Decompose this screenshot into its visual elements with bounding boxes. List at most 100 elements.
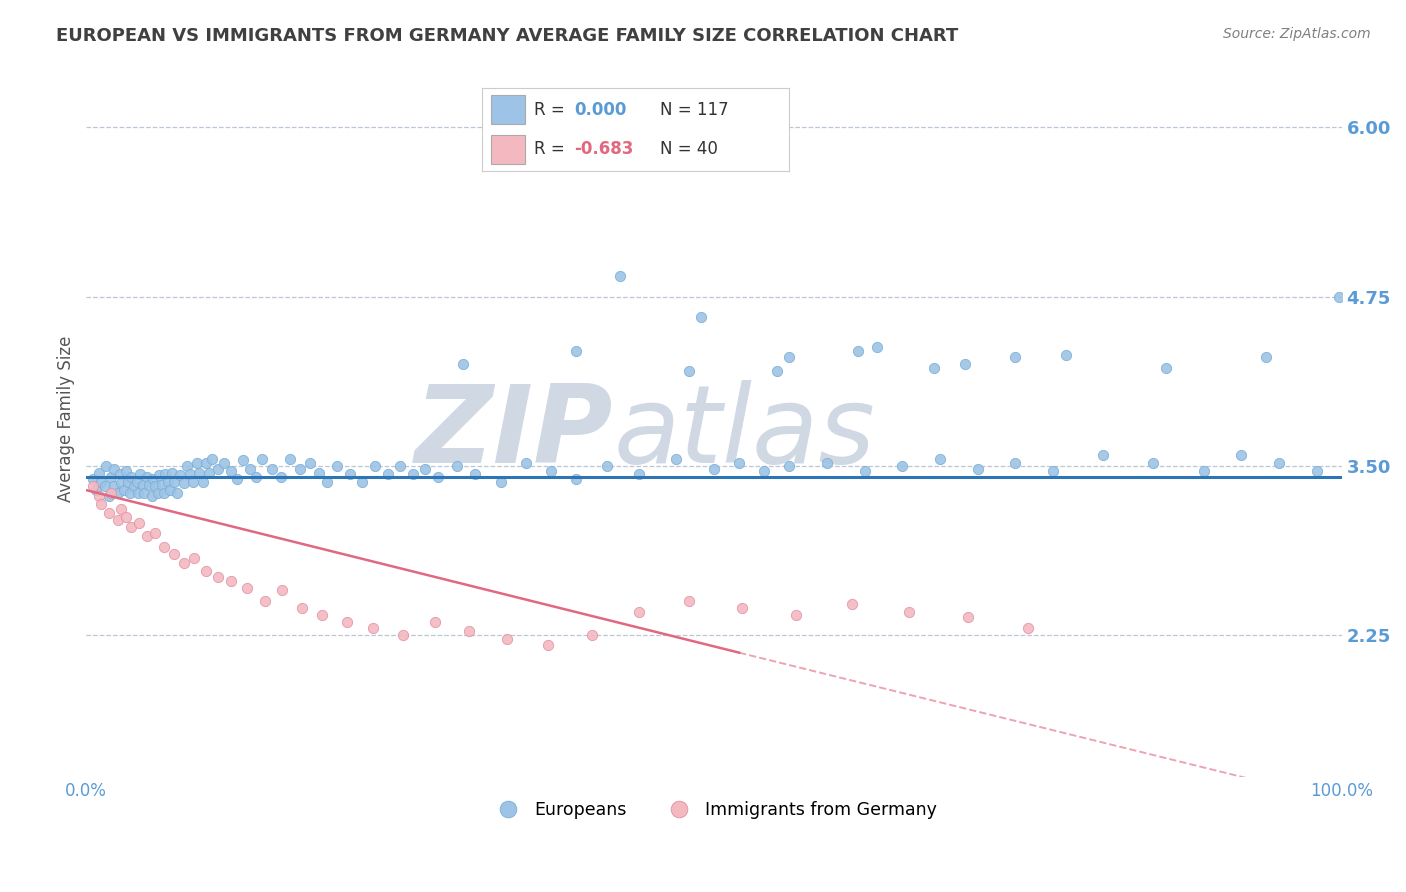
Point xyxy=(159,483,181,498)
Point xyxy=(179,467,201,481)
Point xyxy=(929,452,952,467)
Point xyxy=(194,565,217,579)
Point xyxy=(1268,456,1291,470)
Point xyxy=(112,483,135,498)
Point xyxy=(956,610,979,624)
Point xyxy=(138,477,160,491)
Point xyxy=(141,489,163,503)
Point xyxy=(298,456,321,470)
Point xyxy=(115,510,138,524)
Point xyxy=(253,594,276,608)
Point xyxy=(1092,448,1115,462)
Point xyxy=(352,475,374,489)
Point xyxy=(96,458,118,473)
Y-axis label: Average Family Size: Average Family Size xyxy=(58,335,75,501)
Point xyxy=(278,452,301,467)
Point xyxy=(515,154,537,169)
Point xyxy=(103,479,125,493)
Point xyxy=(565,343,588,358)
Point xyxy=(115,464,138,478)
Point xyxy=(464,467,486,481)
Point xyxy=(678,364,700,378)
Point xyxy=(953,357,976,371)
Point xyxy=(922,361,945,376)
Point xyxy=(496,632,519,646)
Point xyxy=(100,486,122,500)
Point xyxy=(107,513,129,527)
Point xyxy=(402,467,425,481)
Point xyxy=(129,467,152,481)
Text: atlas: atlas xyxy=(613,380,876,485)
Point xyxy=(173,476,195,491)
Point xyxy=(100,469,122,483)
Point xyxy=(815,456,838,470)
Point xyxy=(1192,464,1215,478)
Point xyxy=(537,638,560,652)
Point xyxy=(97,506,120,520)
Point xyxy=(201,452,224,467)
Point xyxy=(121,469,143,483)
Point xyxy=(785,607,807,622)
Point xyxy=(308,466,330,480)
Point xyxy=(132,477,155,491)
Point xyxy=(156,475,179,489)
Point xyxy=(581,628,603,642)
Point xyxy=(169,468,191,483)
Point xyxy=(565,472,588,486)
Point xyxy=(191,475,214,489)
Point xyxy=(1230,448,1253,462)
Point xyxy=(866,340,889,354)
Point xyxy=(853,464,876,478)
Point xyxy=(107,486,129,500)
Point xyxy=(87,466,110,480)
Point xyxy=(446,458,468,473)
Point xyxy=(110,502,132,516)
Point xyxy=(609,269,631,284)
Text: Source: ZipAtlas.com: Source: ZipAtlas.com xyxy=(1223,27,1371,41)
Point xyxy=(540,464,562,478)
Point xyxy=(94,479,117,493)
Point xyxy=(1004,351,1026,365)
Point xyxy=(364,458,387,473)
Point xyxy=(163,475,186,489)
Point xyxy=(135,469,157,483)
Point xyxy=(489,475,512,489)
Point xyxy=(122,479,145,493)
Point xyxy=(238,461,260,475)
Point xyxy=(186,456,208,470)
Point xyxy=(425,615,447,629)
Point xyxy=(841,597,863,611)
Point xyxy=(103,461,125,475)
Point xyxy=(515,456,537,470)
Point xyxy=(1256,351,1278,365)
Point xyxy=(778,351,800,365)
Point xyxy=(198,466,221,480)
Point xyxy=(163,547,186,561)
Point xyxy=(82,479,104,493)
Point xyxy=(451,357,474,371)
Point xyxy=(143,526,166,541)
Legend: Europeans, Immigrants from Germany: Europeans, Immigrants from Germany xyxy=(484,794,943,826)
Point xyxy=(627,467,650,481)
Point xyxy=(236,581,259,595)
Point xyxy=(596,458,619,473)
Point xyxy=(120,486,142,500)
Point xyxy=(150,477,173,491)
Point xyxy=(754,464,776,478)
Point xyxy=(1142,456,1164,470)
Point xyxy=(188,466,211,480)
Point xyxy=(90,497,112,511)
Point xyxy=(271,583,294,598)
Point xyxy=(207,461,229,475)
Point xyxy=(336,615,359,629)
Point xyxy=(891,458,914,473)
Point xyxy=(183,550,205,565)
Point xyxy=(966,461,988,475)
Point xyxy=(245,469,267,483)
Point xyxy=(326,458,349,473)
Point xyxy=(1305,464,1327,478)
Point xyxy=(173,556,195,570)
Point xyxy=(90,475,112,489)
Point xyxy=(262,461,284,475)
Point xyxy=(135,529,157,543)
